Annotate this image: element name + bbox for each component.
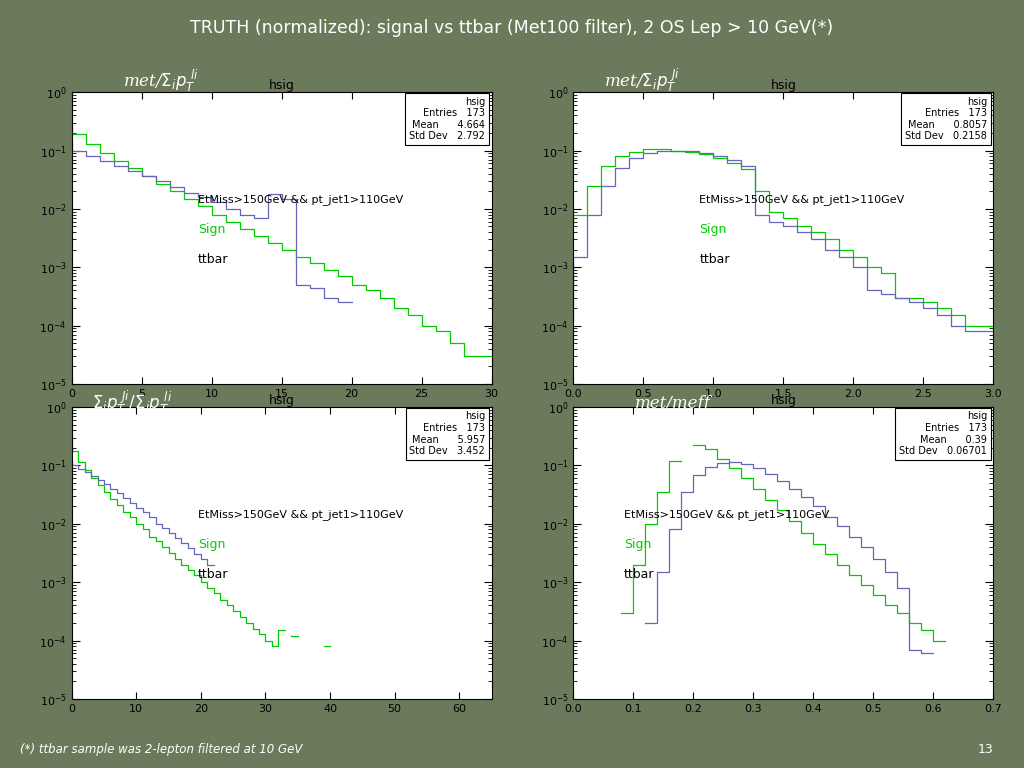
Text: EtMiss>150GeV && pt_jet1>110GeV: EtMiss>150GeV && pt_jet1>110GeV [198, 194, 402, 205]
Text: Sign: Sign [699, 223, 727, 237]
Text: ttbar: ttbar [624, 568, 654, 581]
Title: hsig: hsig [770, 79, 797, 92]
Text: Sign: Sign [198, 538, 225, 551]
Title: hsig: hsig [268, 394, 295, 407]
Text: $\Sigma_i p_T^{\ Ji}/\Sigma_i p_T^{\ li}$: $\Sigma_i p_T^{\ Ji}/\Sigma_i p_T^{\ li}… [92, 389, 172, 417]
Text: ttbar: ttbar [699, 253, 730, 266]
Text: hsig
Entries   173
Mean      5.957
Std Dev   3.452: hsig Entries 173 Mean 5.957 Std Dev 3.45… [410, 412, 485, 456]
Text: TRUTH (normalized): signal vs ttbar (Met100 filter), 2 OS Lep > 10 GeV(*): TRUTH (normalized): signal vs ttbar (Met… [190, 19, 834, 37]
Text: Sign: Sign [198, 223, 225, 237]
Text: ttbar: ttbar [198, 253, 228, 266]
Text: ttbar: ttbar [198, 568, 228, 581]
Text: met/$\Sigma_i p_T^{\ Ji}$: met/$\Sigma_i p_T^{\ Ji}$ [604, 67, 680, 94]
Text: EtMiss>150GeV && pt_jet1>110GeV: EtMiss>150GeV && pt_jet1>110GeV [624, 509, 829, 520]
Title: hsig: hsig [268, 79, 295, 92]
Text: hsig
Entries   173
Mean      0.8057
Std Dev   0.2158: hsig Entries 173 Mean 0.8057 Std Dev 0.2… [905, 97, 987, 141]
Text: hsig
Entries   173
Mean      4.664
Std Dev   2.792: hsig Entries 173 Mean 4.664 Std Dev 2.79… [410, 97, 485, 141]
Text: EtMiss>150GeV && pt_jet1>110GeV: EtMiss>150GeV && pt_jet1>110GeV [699, 194, 904, 205]
Text: met/$\Sigma_i p_T^{\ li}$: met/$\Sigma_i p_T^{\ li}$ [123, 68, 199, 94]
Text: Sign: Sign [624, 538, 651, 551]
Text: 13: 13 [978, 743, 993, 756]
Text: (*) ttbar sample was 2-lepton filtered at 10 GeV: (*) ttbar sample was 2-lepton filtered a… [20, 743, 303, 756]
Title: hsig: hsig [770, 394, 797, 407]
Text: hsig
Entries   173
Mean      0.39
Std Dev   0.06701: hsig Entries 173 Mean 0.39 Std Dev 0.067… [899, 412, 987, 456]
Text: EtMiss>150GeV && pt_jet1>110GeV: EtMiss>150GeV && pt_jet1>110GeV [198, 509, 402, 520]
Text: met/meff: met/meff [635, 395, 711, 412]
